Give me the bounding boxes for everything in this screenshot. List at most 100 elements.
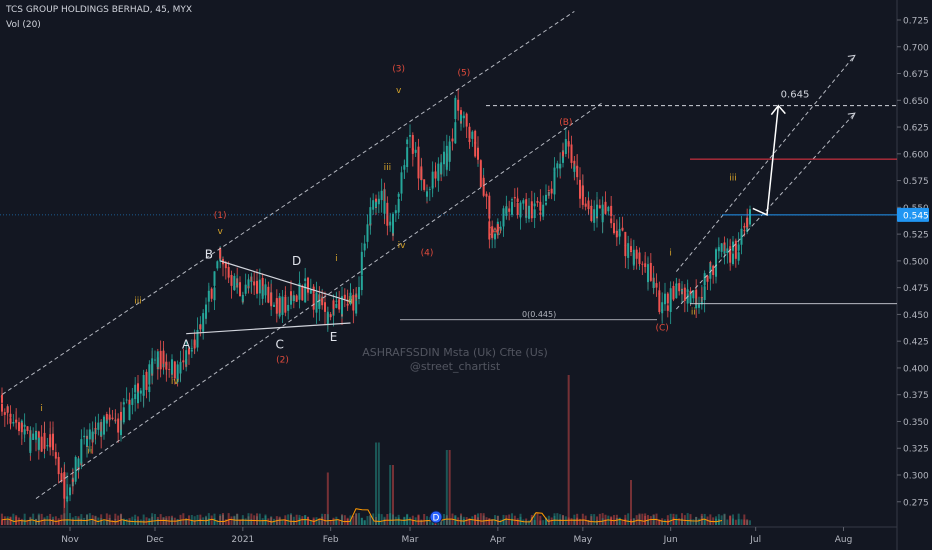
candle-body: [734, 240, 737, 259]
volume-bar: [477, 513, 479, 525]
price-tick-label: 0.725: [903, 17, 929, 27]
volume-bar: [417, 514, 420, 525]
candle-body: [100, 431, 103, 436]
candle-body: [502, 208, 505, 227]
volume-bar: [281, 519, 284, 525]
volume-bar: [567, 375, 570, 525]
volume-bar: [406, 513, 409, 525]
candle-body: [182, 360, 185, 363]
volume-bar: [482, 513, 485, 525]
volume-bar: [689, 519, 692, 525]
volume-bar: [270, 517, 273, 525]
volume-bar: [358, 513, 360, 525]
volume-ma-line: [1, 508, 723, 523]
volume-bar: [525, 520, 528, 525]
symbol-title[interactable]: TCS GROUP HOLDINGS BERHAD, 45, MYX: [6, 5, 193, 15]
volume-bar: [618, 517, 621, 525]
candle-body: [60, 473, 63, 482]
candle-body: [411, 148, 414, 154]
volume-bar: [369, 515, 372, 525]
candle-body: [190, 348, 193, 350]
candle-body: [666, 305, 669, 311]
candle-body: [715, 249, 717, 273]
volume-bar: [652, 515, 655, 525]
volume-bar: [440, 518, 443, 525]
volume-bar: [227, 519, 230, 525]
candle-body: [610, 218, 613, 224]
candle-body: [604, 201, 607, 214]
volume-bar: [244, 518, 247, 525]
volume-bar: [596, 516, 598, 525]
candle-body: [380, 190, 383, 201]
volume-bar: [80, 518, 83, 525]
volume-bar: [567, 517, 570, 525]
volume-bar: [360, 517, 363, 525]
volume-bar: [460, 513, 462, 525]
volume-bar: [613, 515, 615, 525]
volume-bar: [482, 515, 485, 525]
candle-body: [437, 163, 440, 181]
candle-body: [426, 191, 428, 197]
price-tick-label: 0.600: [903, 150, 929, 160]
volume-bar: [273, 518, 275, 525]
volume-bar: [307, 516, 309, 525]
volume-bar: [233, 516, 236, 525]
candle-body: [335, 303, 338, 308]
candle-body: [111, 417, 114, 419]
volume-bar: [488, 518, 491, 525]
volume-bar: [658, 520, 661, 525]
candle-body: [712, 265, 715, 275]
volume-bar: [185, 518, 188, 525]
candle-body: [241, 294, 244, 302]
volume-bar: [275, 519, 278, 525]
volume-bar: [71, 519, 74, 525]
volume-bar: [207, 518, 210, 525]
volume-bar: [12, 513, 15, 525]
volume-bar: [114, 513, 117, 525]
volume-bar: [647, 520, 649, 525]
volume-bar: [403, 517, 406, 525]
candle-body: [57, 456, 60, 464]
volume-bar: [420, 519, 423, 525]
candle-body: [230, 274, 233, 286]
candle-body: [700, 297, 703, 298]
candle-body: [298, 283, 301, 292]
volume-bar: [692, 519, 695, 525]
wave-label: (B): [559, 118, 572, 128]
volume-bar: [236, 513, 239, 525]
candle-body: [723, 251, 726, 254]
volume-bar: [142, 514, 145, 525]
volume-bar: [477, 517, 479, 525]
volume-bar: [375, 442, 377, 525]
volume-bar: [270, 516, 273, 525]
candle-body: [443, 151, 445, 165]
volume-bar: [666, 515, 669, 525]
volume-bar: [57, 518, 60, 525]
volume-bar: [37, 513, 40, 525]
volume-bar: [134, 514, 137, 525]
volume-bar: [496, 516, 499, 525]
volume-bar: [366, 516, 369, 525]
target-price-label: 0.645: [781, 90, 810, 101]
candle-body: [185, 350, 188, 365]
candle-body: [553, 167, 556, 172]
volume-bar: [468, 518, 471, 525]
volume-bar: [559, 514, 562, 525]
price-tick-label: 0.700: [903, 43, 929, 53]
volume-bar: [454, 516, 457, 525]
volume-bar: [397, 517, 400, 525]
volume-bar: [213, 513, 216, 525]
volume-bar: [256, 513, 258, 525]
volume-bar: [69, 513, 71, 525]
volume-bar: [120, 513, 122, 525]
candle-body: [468, 126, 471, 139]
candle-body: [74, 456, 77, 482]
candle-body: [505, 206, 508, 216]
volume-bar: [332, 519, 335, 525]
volume-bar: [737, 519, 740, 525]
candle-body: [448, 141, 451, 162]
candle-body: [570, 144, 573, 163]
volume-indicator-label[interactable]: Vol (20): [6, 20, 41, 30]
candle-body: [239, 282, 241, 297]
